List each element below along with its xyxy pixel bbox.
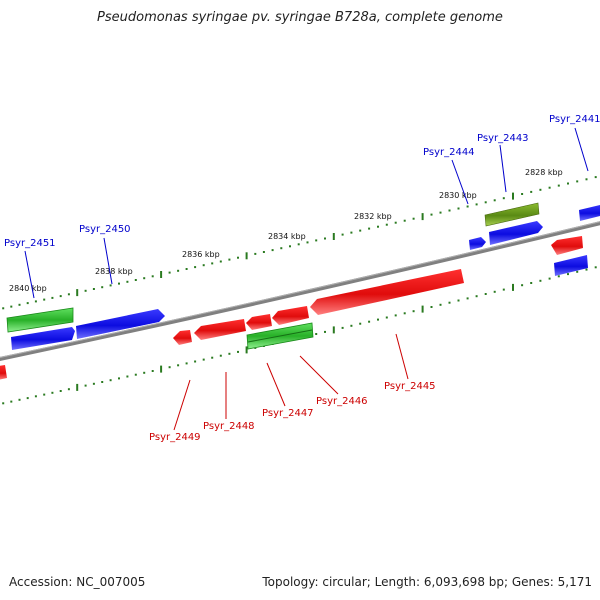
gene-label: Psyr_2441 <box>549 114 600 125</box>
gene-psyr-2441[interactable] <box>579 204 600 221</box>
map-title: Pseudomonas syringae pv. syringae B728a,… <box>97 10 503 25</box>
gene-label: Psyr_2451 <box>4 238 56 249</box>
gene-psyr-2443-olive[interactable] <box>484 202 540 227</box>
gene-label: Psyr_2446 <box>316 396 368 407</box>
gene-label: Psyr_2448 <box>203 421 255 432</box>
topology-text: Topology: circular; Length: 6,093,698 bp… <box>262 575 592 589</box>
gene-psyr-2448[interactable] <box>194 319 246 340</box>
gene-psyr-2447[interactable] <box>246 314 272 330</box>
kbp-label: 2838 kbp <box>95 267 133 276</box>
kbp-label: 2830 kbp <box>439 191 477 200</box>
gene-psyr-2447-rna[interactable] <box>246 322 314 350</box>
gene-psyr-2451-rna[interactable] <box>6 307 74 333</box>
gene-edge-reverse[interactable] <box>0 365 7 380</box>
gene-right-reverse-1[interactable] <box>551 236 583 255</box>
gene-label: Psyr_2443 <box>477 133 529 144</box>
gene-psyr-2446[interactable] <box>272 306 309 325</box>
gene-psyr-2451[interactable] <box>11 327 75 350</box>
leader-lines <box>24 127 589 431</box>
kbp-label: 2834 kbp <box>268 232 306 241</box>
genome-backbone <box>0 221 600 361</box>
gene-label: Psyr_2445 <box>384 381 436 392</box>
accession-text: Accession: NC_007005 <box>9 575 146 589</box>
gene-label: Psyr_2447 <box>262 408 314 419</box>
gene-psyr-2444[interactable] <box>469 237 486 250</box>
kbp-label: 2840 kbp <box>9 284 47 293</box>
gene-psyr-2443[interactable] <box>489 221 543 245</box>
gene-label: Psyr_2444 <box>423 147 475 158</box>
gene-label: Psyr_2449 <box>149 432 201 443</box>
gene-psyr-2450[interactable] <box>76 309 165 339</box>
outer-tick-track <box>2 176 597 310</box>
kbp-label: 2836 kbp <box>182 250 220 259</box>
kbp-label: 2828 kbp <box>525 168 563 177</box>
gene-psyr-2449[interactable] <box>173 330 192 345</box>
gene-label: Psyr_2450 <box>79 224 131 235</box>
gene-psyr-2445[interactable] <box>310 269 464 315</box>
kbp-label: 2832 kbp <box>354 212 392 221</box>
gene-right-reverse-2[interactable] <box>554 255 588 276</box>
